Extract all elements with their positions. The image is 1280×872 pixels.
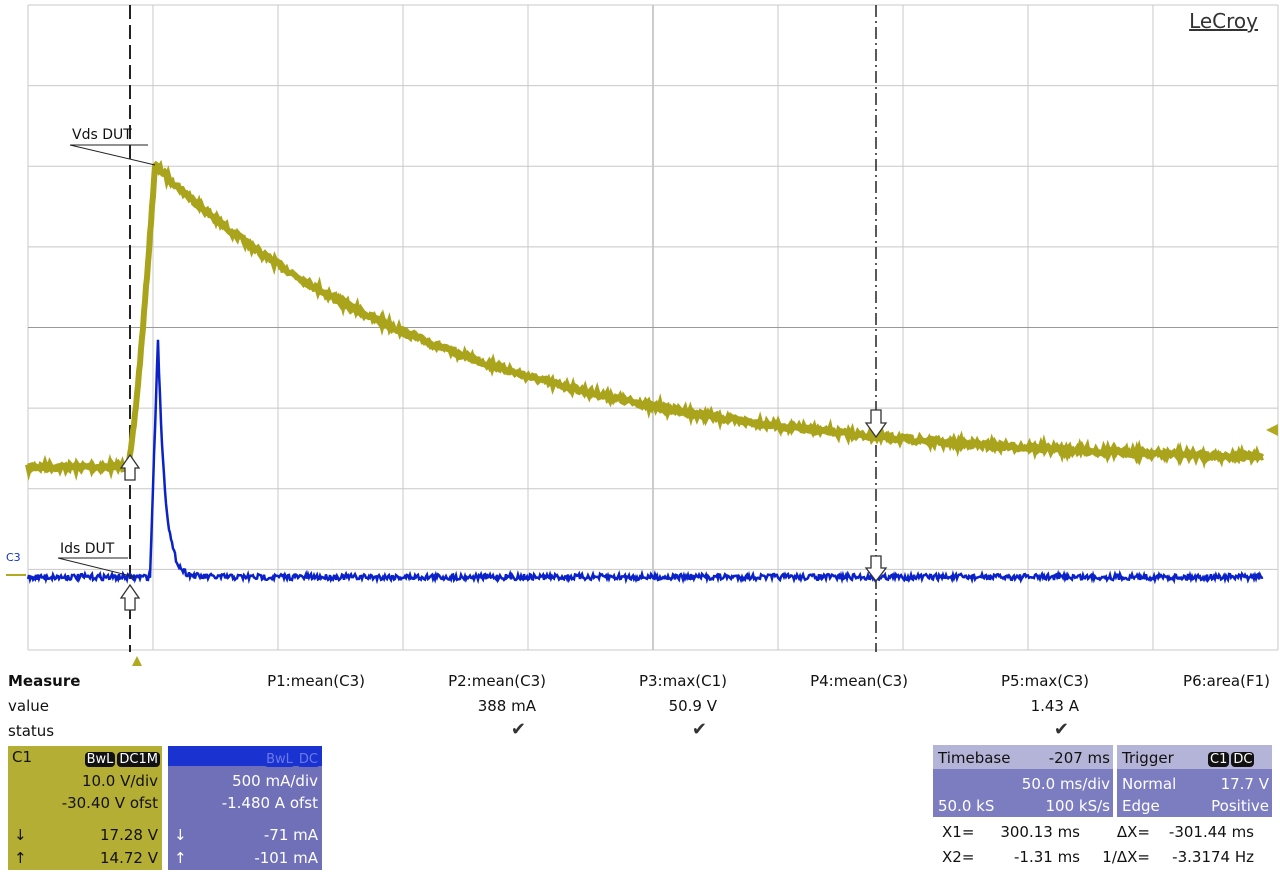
row-label: value <box>8 697 49 715</box>
cursor-arrow <box>864 409 888 439</box>
param-value: 50.9 V <box>668 697 717 715</box>
cursor-arrow: ↓ <box>14 826 27 844</box>
cursor-arrow <box>119 453 141 481</box>
label-leader <box>57 557 136 578</box>
param-status: ✔ <box>510 719 526 740</box>
channel-offset: -1.480 A ofst <box>221 794 318 812</box>
param-status: ✔ <box>1053 719 1069 740</box>
channel-cursor: 17.28 V <box>100 826 158 844</box>
trace-label: Vds DUT <box>72 127 132 143</box>
scope-display: Vds DUT Ids DUT C3 LeCroy <box>6 4 1279 666</box>
param-status: ✔ <box>691 719 707 740</box>
cursor-delta-label: ΔX= <box>1116 823 1150 841</box>
param-name: P5:max(C3) <box>1000 672 1089 690</box>
timebase-rate: 100 kS/s <box>1045 797 1110 815</box>
channel-tags: BwL DC1M <box>66 749 160 767</box>
ids-trace <box>26 339 1264 585</box>
vds-trace <box>25 159 1265 481</box>
measure-header: Measure <box>8 672 81 690</box>
timebase-label: Timebase <box>938 749 1011 767</box>
brand-logo: LeCroy <box>1189 9 1258 33</box>
channel-tags: BwL DC <box>226 749 320 767</box>
cursor-arrow: ↓ <box>174 826 187 844</box>
channel-name: C3 <box>172 748 193 766</box>
trigger-label: Trigger <box>1122 749 1174 767</box>
param-name: P2:mean(C3) <box>448 672 546 690</box>
timebase-header <box>933 745 1113 769</box>
trigger-time-marker <box>132 656 142 666</box>
channel-name: C1 <box>12 748 33 766</box>
trigger-tags: C1 DC <box>1206 749 1255 767</box>
channel-marker: C3 <box>6 551 21 564</box>
param-name: P6:area(F1) <box>1183 672 1270 690</box>
timebase-scale: 50.0 ms/div <box>1021 775 1110 793</box>
param-value: 388 mA <box>477 697 536 715</box>
cursor-arrow <box>864 555 888 583</box>
cursor-value: -1.31 ms <box>1013 848 1080 866</box>
traces <box>25 159 1265 585</box>
cursor-delta: -3.3174 Hz <box>1172 848 1254 866</box>
tag: BwL <box>264 752 295 767</box>
label-leader <box>69 144 156 166</box>
tag: DC <box>296 752 320 767</box>
timebase-samples: 50.0 kS <box>938 797 995 815</box>
cursor-arrow <box>119 583 141 611</box>
channel-cursor: 14.72 V <box>100 849 158 867</box>
channel-cursor: -101 mA <box>254 849 318 867</box>
channel-box <box>168 746 322 870</box>
channel-scale: 500 mA/div <box>232 772 318 790</box>
tag: DC1M <box>117 752 160 767</box>
cursor-label: X2= <box>942 848 975 866</box>
timebase-delay: -207 ms <box>1048 749 1110 767</box>
tag: BwL <box>84 752 116 767</box>
param-name: P3:max(C1) <box>638 672 727 690</box>
param-name: P4:mean(C3) <box>810 672 908 690</box>
row-label: status <box>8 722 55 740</box>
trigger-level: 17.7 V <box>1220 775 1269 793</box>
cursor-arrow: ↑ <box>174 849 187 867</box>
tag: C1 <box>1208 752 1230 767</box>
trace-label: Ids DUT <box>60 541 115 557</box>
cursor-label: X1= <box>942 823 975 841</box>
trigger-type: Edge <box>1122 797 1160 815</box>
cursor-delta-label: 1/ΔX= <box>1102 848 1150 866</box>
graticule <box>27 4 1279 651</box>
cursor-arrow: ↑ <box>14 849 27 867</box>
channel-scale: 10.0 V/div <box>81 772 158 790</box>
cursor-value: 300.13 ms <box>1000 823 1080 841</box>
trigger-slope: Positive <box>1211 797 1269 815</box>
trigger-mode: Normal <box>1122 775 1177 793</box>
cursor-delta: -301.44 ms <box>1168 823 1254 841</box>
tag: DC <box>1231 752 1255 767</box>
trigger-level-marker <box>1266 424 1278 436</box>
cursor-arrows <box>119 409 888 611</box>
channel-offset: -30.40 V ofst <box>61 794 158 812</box>
param-value: 1.43 A <box>1030 697 1079 715</box>
channel-cursor: -71 mA <box>263 826 318 844</box>
param-name: P1:mean(C3) <box>267 672 365 690</box>
